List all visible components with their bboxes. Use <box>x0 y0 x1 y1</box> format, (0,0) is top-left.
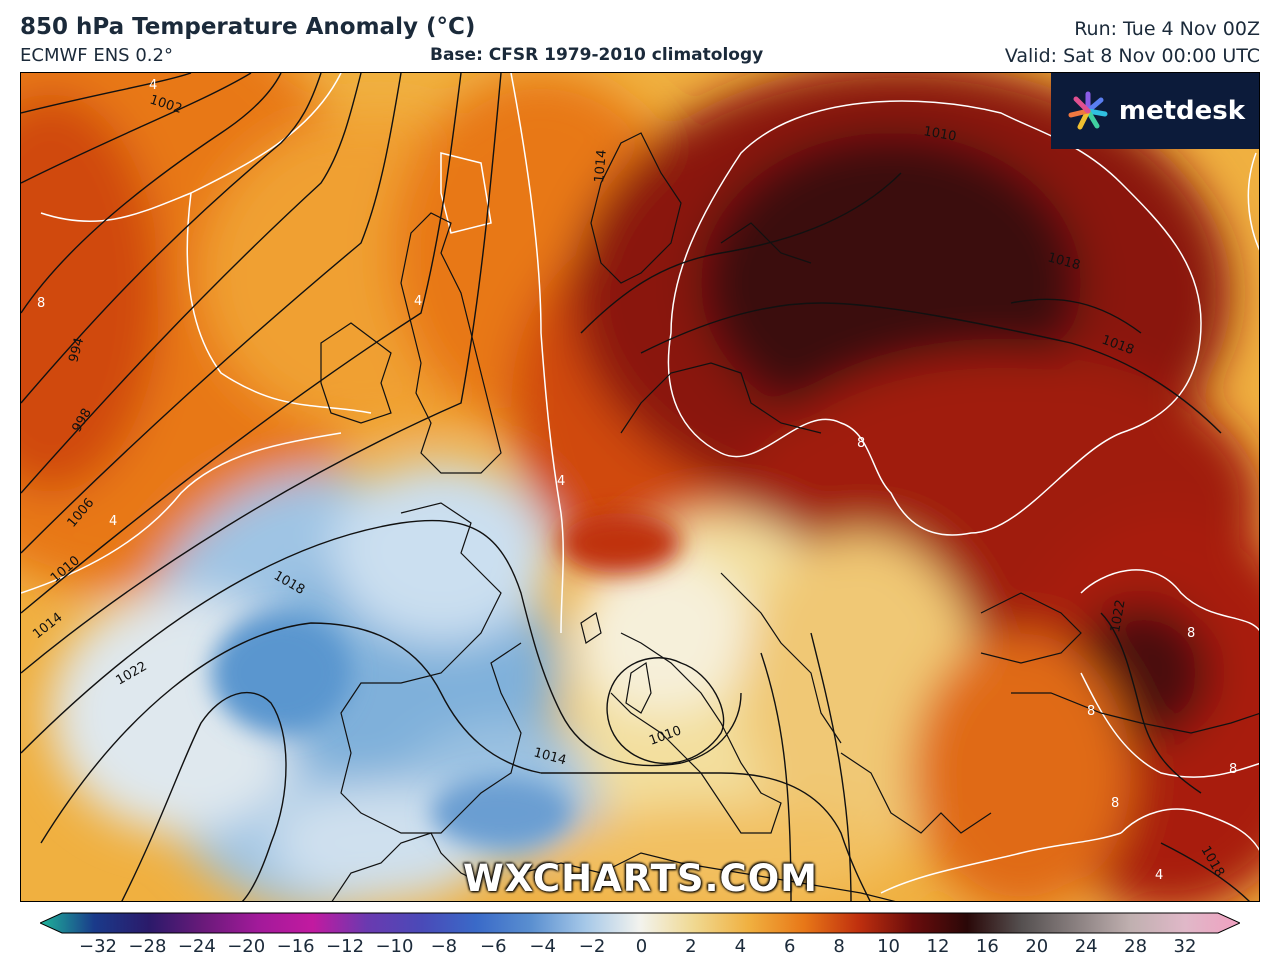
colorbar-tick-label: 8 <box>833 936 845 957</box>
model-label: ECMWF ENS 0.2° <box>20 45 173 66</box>
colorbar-tick-label: 12 <box>926 936 950 957</box>
anomaly-map[interactable]: 1002 994 998 1006 1010 1014 1018 1022 10… <box>20 72 1260 902</box>
colorbar-tick-label: −2 <box>578 936 606 957</box>
colorbar-tick-label: 20 <box>1025 936 1049 957</box>
colorbar-tick-label: −28 <box>128 936 167 957</box>
colorbar-tick-label: −4 <box>529 936 556 957</box>
isobar-label: 994 <box>66 336 87 364</box>
valid-time-label: Valid: Sat 8 Nov 00:00 UTC <box>1004 45 1260 67</box>
colorbar-tick-label: −6 <box>479 936 507 957</box>
anomaly-label: 4 <box>557 474 565 489</box>
isobar-label: 1010 <box>922 124 957 145</box>
anomaly-label: 4 <box>1155 868 1163 883</box>
anomaly-label: 8 <box>857 436 865 451</box>
isobar-label: 1022 <box>1108 598 1129 633</box>
anomaly-label: 4 <box>149 78 157 93</box>
colorbar-tick-label: −24 <box>177 936 216 957</box>
anomaly-label: 4 <box>109 514 117 529</box>
colorbar-tick-label: 4 <box>734 936 747 957</box>
climatology-base-label: Base: CFSR 1979-2010 climatology <box>430 45 764 65</box>
anomaly-label: 4 <box>414 294 422 309</box>
anomaly-field <box>21 73 1259 901</box>
colorbar-tick-label: 16 <box>975 936 999 957</box>
anomaly-labels: 4 4 8 4 8 8 8 8 8 4 4 <box>37 78 1237 883</box>
coastlines <box>320 132 1259 901</box>
colorbar-tick-label: 24 <box>1074 936 1098 957</box>
metdesk-logo: metdesk <box>1051 73 1259 149</box>
anomaly-label: 8 <box>37 296 45 311</box>
anomaly-label: 8 <box>1187 626 1195 641</box>
colorbar-tick-labels: −32 −28 −24 −20 −16 −12 −10 −8 −6 −4 −2 0 2 4 6 8 10 12 16… <box>0 936 1280 966</box>
colorbar-tick-label: 0 <box>635 936 648 957</box>
colorbar-tick-label: −8 <box>430 936 458 957</box>
metdesk-flower-icon <box>1068 91 1108 130</box>
run-time-label: Run: Tue 4 Nov 00Z <box>1074 18 1260 40</box>
map-canvas: 1002 994 998 1006 1010 1014 1018 1022 10… <box>21 73 1259 901</box>
colorbar-tick-label: 32 <box>1173 936 1197 957</box>
colorbar-tick-label: 2 <box>685 936 697 957</box>
colorbar-tick-label: −10 <box>375 936 414 957</box>
colorbar-tick-label: 6 <box>783 936 796 957</box>
colorbar-tick-label: −12 <box>326 936 365 957</box>
anomaly-colorbar <box>40 912 1240 934</box>
anomaly-label: 8 <box>1229 762 1237 777</box>
logo-text: metdesk <box>1118 96 1246 126</box>
anomaly-label: 8 <box>1111 796 1119 811</box>
colorbar-tick-label: 28 <box>1124 936 1148 957</box>
isobar-label: 1014 <box>592 149 610 183</box>
wxcharts-watermark: WXCHARTS.COM <box>463 857 818 900</box>
isobars <box>21 73 1250 901</box>
colorbar-tick-label: −20 <box>227 936 266 957</box>
colorbar-tick-label: 10 <box>877 936 900 957</box>
colorbar-tick-label: −32 <box>79 936 117 957</box>
colorbar-tick-label: −16 <box>276 936 315 957</box>
anomaly-label: 8 <box>1087 704 1095 719</box>
chart-title: 850 hPa Temperature Anomaly (°C) <box>20 14 476 40</box>
